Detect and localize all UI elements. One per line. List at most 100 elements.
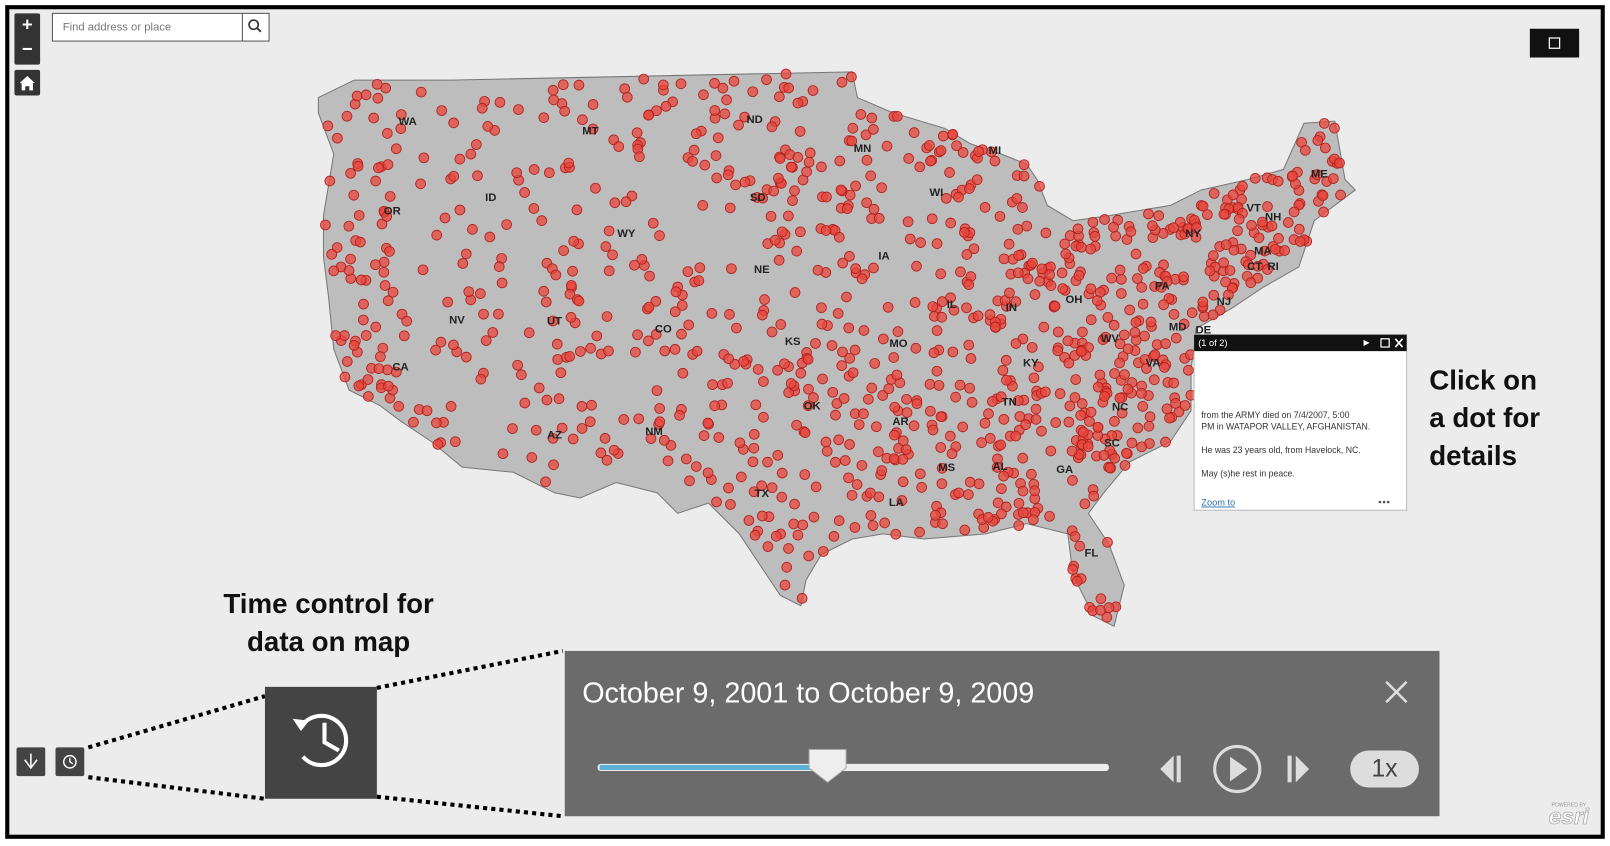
- incident-dot: [1179, 400, 1191, 411]
- slider-thumb[interactable]: [808, 748, 847, 783]
- incident-dot: [713, 432, 725, 443]
- incident-dot: [936, 478, 948, 490]
- incident-dot: [1218, 257, 1229, 269]
- popup-dock[interactable]: [1380, 338, 1390, 348]
- incident-dot: [536, 215, 548, 226]
- next-button[interactable]: [1295, 755, 1310, 783]
- zoom-in[interactable]: +: [22, 14, 33, 35]
- incident-dot: [603, 225, 615, 237]
- incident-dot: [353, 210, 365, 221]
- incident-dot: [944, 430, 956, 442]
- incident-dot: [1266, 220, 1278, 232]
- state-label: IN: [1006, 302, 1017, 314]
- incident-dot: [891, 369, 903, 381]
- incident-dot: [787, 195, 798, 206]
- play-button[interactable]: [1213, 744, 1262, 794]
- incident-dot: [911, 398, 923, 409]
- incident-dot: [1141, 363, 1152, 374]
- incident-dot: [851, 479, 863, 490]
- incident-dot: [478, 308, 489, 320]
- search-icon-handle: [256, 27, 262, 33]
- incident-dot: [634, 151, 645, 163]
- incident-dot: [820, 436, 832, 448]
- incident-dot: [1089, 231, 1101, 242]
- incident-dot: [693, 275, 705, 286]
- incident-dot: [810, 338, 821, 349]
- incident-dot: [733, 119, 744, 131]
- incident-dot: [683, 319, 695, 331]
- incident-dot: [1001, 374, 1012, 386]
- incident-dot: [712, 132, 724, 144]
- incident-dot: [1010, 296, 1022, 307]
- incident-dot: [821, 445, 833, 457]
- prev-button[interactable]: [1160, 755, 1174, 783]
- popup-zoom-link[interactable]: Zoom to: [1201, 498, 1235, 508]
- incident-dot: [482, 121, 494, 132]
- incident-dot: [1028, 372, 1040, 384]
- incident-dot: [1159, 362, 1170, 373]
- fullscreen-button[interactable]: [1529, 28, 1580, 58]
- slider-close[interactable]: [1385, 680, 1408, 704]
- popup-more[interactable]: [1378, 500, 1390, 504]
- incident-dot: [421, 405, 433, 417]
- incident-dot: [633, 413, 645, 425]
- incident-dot: [1139, 330, 1150, 342]
- incident-dot: [871, 421, 882, 433]
- incident-dot: [799, 427, 811, 438]
- incident-dot: [964, 476, 976, 488]
- incident-dot: [1114, 357, 1125, 369]
- incident-dot: [1334, 157, 1345, 169]
- incident-dot: [368, 112, 380, 124]
- speed-button[interactable]: [1350, 750, 1419, 788]
- state-label: NE: [754, 264, 770, 276]
- incident-dot: [883, 383, 895, 395]
- zoom-out[interactable]: −: [22, 38, 33, 59]
- incident-dot: [395, 109, 407, 120]
- incident-dot: [1168, 309, 1180, 320]
- incident-dot: [591, 330, 603, 342]
- incident-dot: [567, 433, 579, 445]
- search-icon[interactable]: [248, 19, 260, 31]
- incident-dot: [1158, 299, 1169, 311]
- incident-dot: [788, 518, 800, 530]
- incident-dot: [348, 189, 360, 201]
- incident-dot: [454, 153, 466, 165]
- incident-dot: [931, 365, 943, 377]
- incident-dot: [341, 356, 353, 367]
- incident-dot: [1224, 265, 1236, 276]
- state-label: OH: [1066, 294, 1083, 306]
- popup-line: PM in WATAPOR VALLEY, AFGHANISTAN.: [1201, 421, 1370, 431]
- incident-dot: [909, 297, 921, 308]
- incident-dot: [914, 468, 926, 480]
- popup-close[interactable]: [1394, 338, 1404, 348]
- incident-dot: [576, 401, 588, 412]
- state-label: KY: [1023, 357, 1039, 369]
- layer-icon: [24, 753, 38, 770]
- speed-label: 1x: [1372, 756, 1399, 783]
- popup: [1193, 334, 1408, 511]
- incident-dot: [324, 175, 336, 187]
- incident-dot: [747, 86, 759, 98]
- home-icon: [19, 75, 35, 91]
- incident-dot: [631, 127, 643, 139]
- incident-dot: [603, 345, 614, 357]
- zoom-control[interactable]: [14, 13, 41, 65]
- incident-dot: [839, 455, 851, 466]
- incident-dot: [699, 159, 711, 171]
- prev-bar[interactable]: [1176, 755, 1181, 783]
- incident-dot: [544, 167, 555, 179]
- state-label: FL: [1085, 547, 1099, 559]
- incident-dot: [460, 248, 472, 260]
- popup-line: He was 23 years old, from Havelock, NC.: [1201, 445, 1360, 455]
- incident-dot: [1038, 321, 1050, 333]
- state-label: CA: [392, 362, 408, 374]
- next-bar[interactable]: [1287, 755, 1292, 783]
- incident-dot: [1076, 241, 1087, 253]
- incident-dots[interactable]: [320, 68, 1346, 623]
- incident-dot: [357, 314, 369, 326]
- incident-dot: [680, 453, 692, 465]
- incident-dot: [867, 520, 879, 531]
- popup-next[interactable]: [1363, 339, 1370, 346]
- incident-dot: [643, 301, 655, 313]
- search-box[interactable]: [51, 12, 270, 42]
